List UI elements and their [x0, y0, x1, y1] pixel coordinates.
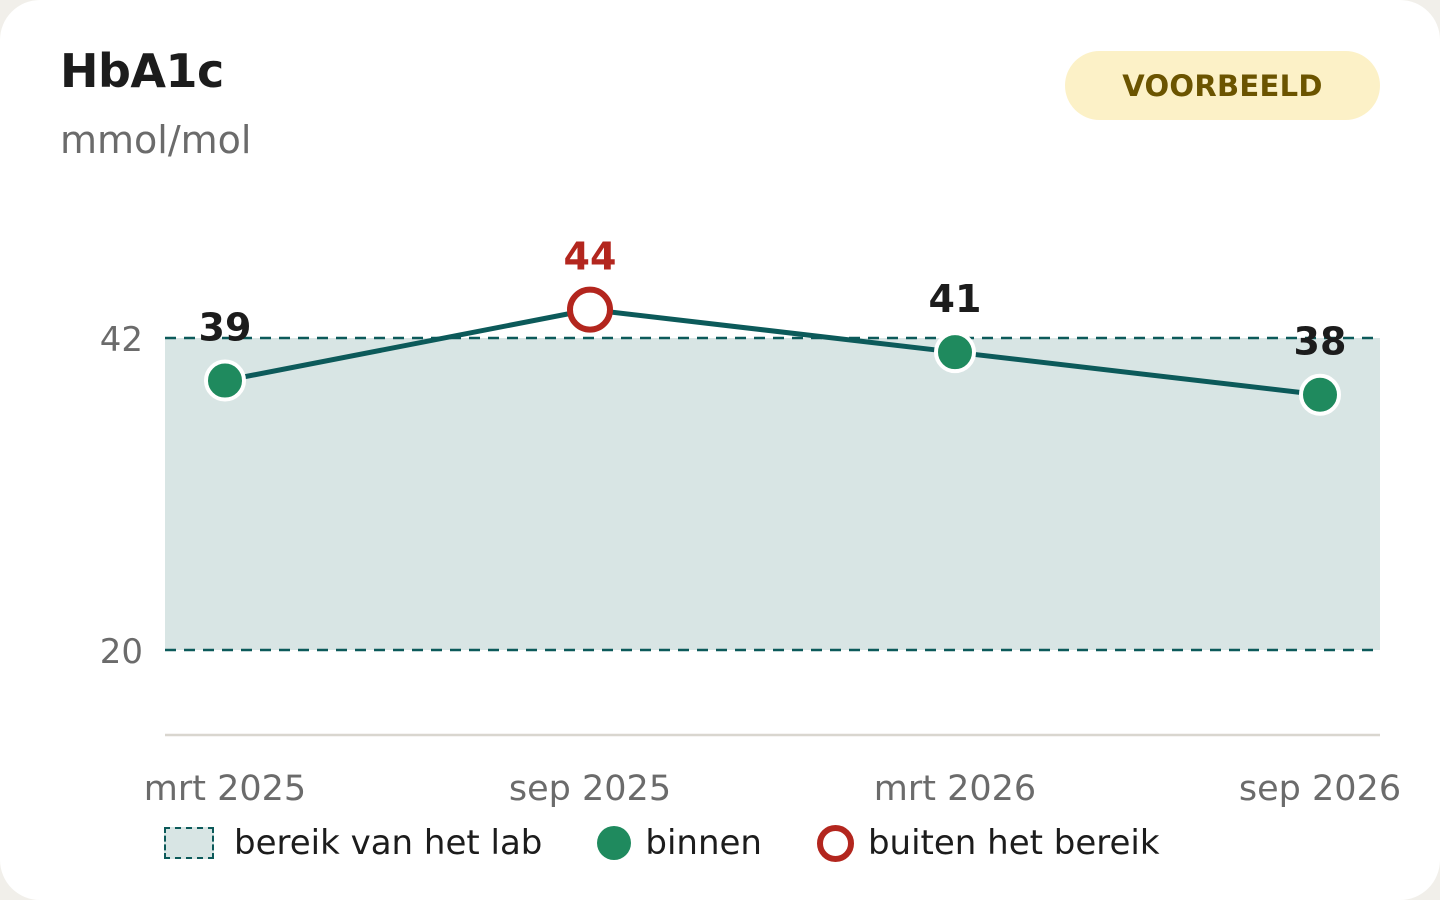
legend-item-range: bereik van het lab — [164, 823, 542, 863]
data-label: 39 — [199, 306, 252, 350]
x-tick-label: mrt 2025 — [144, 769, 306, 809]
legend-label-inside: binnen — [645, 823, 762, 863]
data-label: 44 — [564, 235, 617, 279]
data-point-inside — [934, 331, 976, 374]
example-badge: VOORBEELD — [1065, 51, 1380, 120]
x-tick-label: mrt 2026 — [874, 769, 1036, 809]
data-point-inside — [204, 359, 246, 402]
chart-legend: bereik van het lab binnen buiten het ber… — [164, 820, 1215, 866]
outside-ring-icon — [816, 824, 854, 862]
y-tick-label-20: 20 — [100, 632, 143, 672]
y-tick-label-42: 42 — [100, 320, 143, 360]
x-tick-label: sep 2025 — [509, 769, 671, 809]
series-line — [224, 307, 1321, 398]
data-label: 38 — [1294, 320, 1347, 364]
data-label: 41 — [929, 277, 982, 321]
legend-item-outside: buiten het bereik — [816, 823, 1160, 863]
hba1c-line-chart: 20 42 mrt 2025 sep 2025 mrt 2026 sep 2026 39 44… — [100, 235, 1401, 809]
chart-title: HbA1c — [60, 44, 224, 98]
x-tick-label: sep 2026 — [1239, 769, 1401, 809]
unit-label: mmol/mol — [60, 118, 252, 162]
inside-dot-icon — [597, 826, 632, 860]
data-point-outside — [567, 286, 613, 333]
range-swatch-icon — [164, 827, 214, 859]
legend-item-inside: binnen — [597, 823, 762, 863]
legend-label-range: bereik van het lab — [234, 823, 543, 863]
reference-range-band — [165, 338, 1380, 650]
legend-label-outside: buiten het bereik — [867, 823, 1160, 863]
data-point-inside — [1299, 373, 1341, 416]
